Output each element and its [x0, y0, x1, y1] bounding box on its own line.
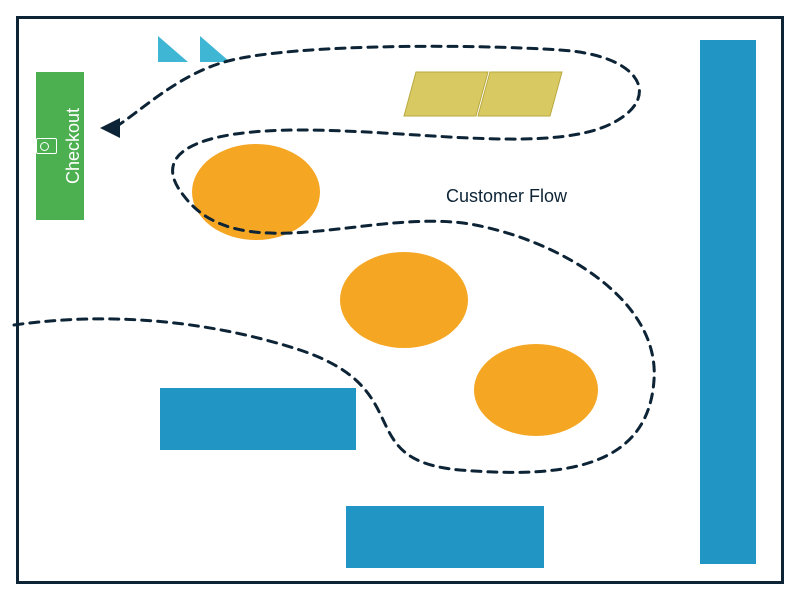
customer-flow-label: Customer Flow	[446, 186, 567, 207]
checkout-label: Checkout	[63, 108, 84, 184]
room-frame	[16, 16, 784, 584]
floor-plan-canvas: Checkout Customer Flow	[0, 0, 800, 600]
cash-icon	[36, 138, 57, 154]
checkout-station: Checkout	[36, 72, 84, 220]
